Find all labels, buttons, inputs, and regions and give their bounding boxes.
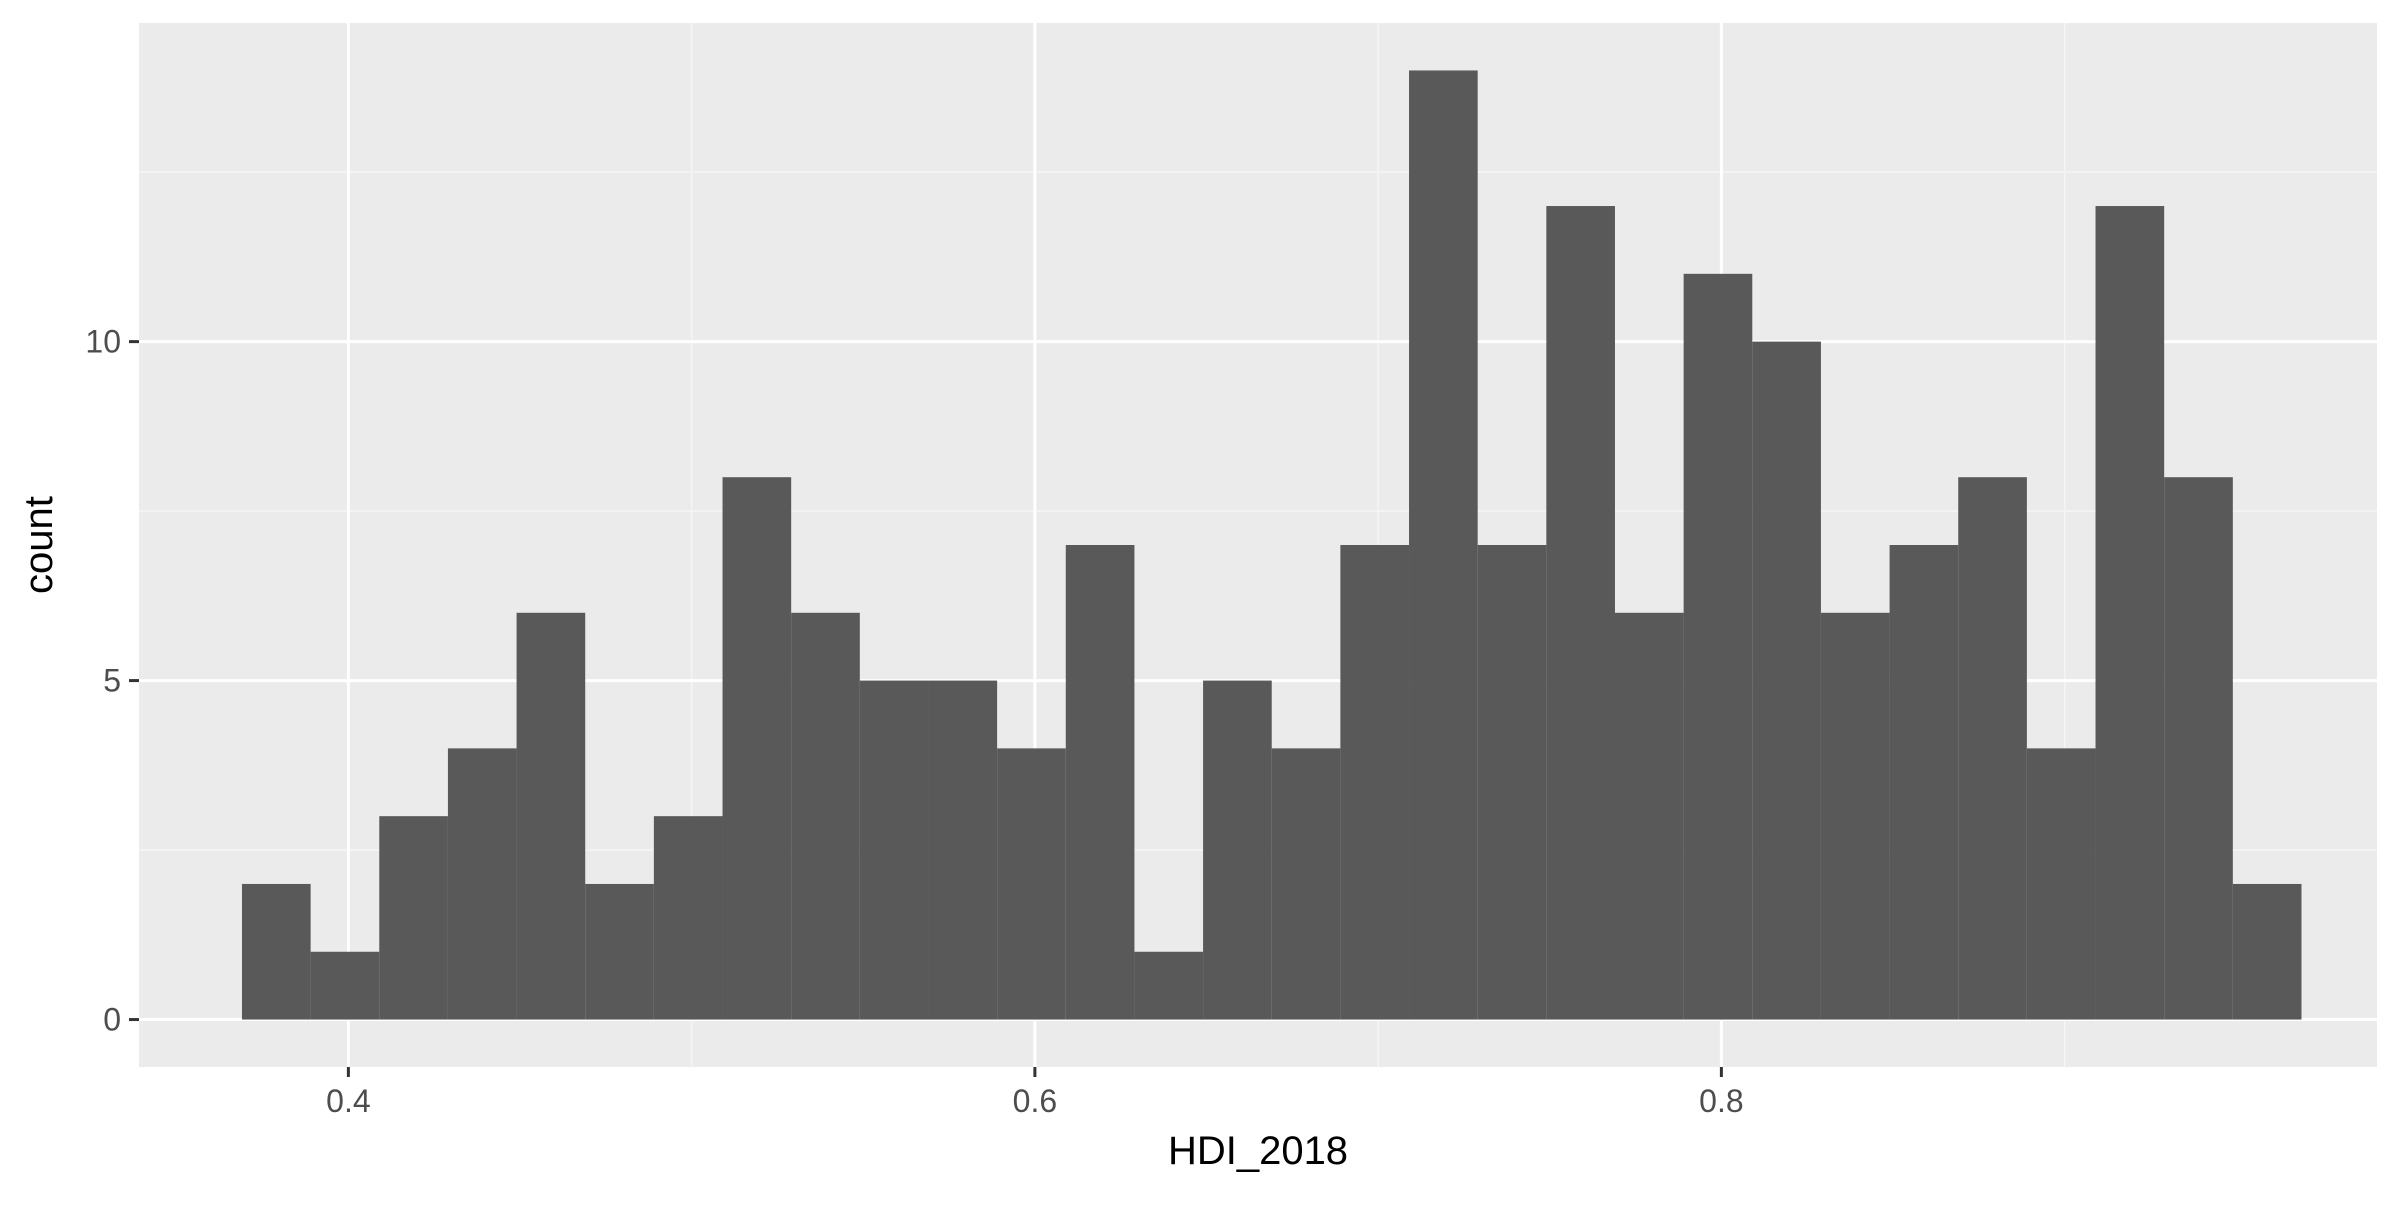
- histogram-bar: [1203, 680, 1272, 1020]
- x-tick-label: 0.8: [1699, 1083, 1743, 1119]
- y-axis-title: count: [17, 496, 61, 594]
- histogram-bar: [1683, 273, 1753, 1020]
- histogram-bar: [447, 748, 517, 1020]
- histogram-bar: [1889, 545, 1959, 1020]
- histogram-bar: [2026, 748, 2096, 1020]
- histogram-bar: [722, 477, 792, 1020]
- histogram-bar: [2232, 883, 2302, 1020]
- histogram-bar: [1409, 70, 1478, 1020]
- histogram-bar: [1820, 612, 1890, 1020]
- y-tick-label: 0: [103, 1002, 121, 1038]
- histogram-bar: [859, 680, 929, 1020]
- histogram-bar: [1340, 545, 1410, 1020]
- histogram-bar: [379, 816, 448, 1020]
- histogram-bar: [1065, 545, 1135, 1020]
- y-tick-label: 10: [85, 324, 121, 360]
- histogram-bar: [2095, 206, 2165, 1020]
- histogram-bars: [241, 70, 2302, 1020]
- histogram-bar: [1546, 206, 1615, 1020]
- histogram-bar: [516, 612, 586, 1020]
- histogram-bar: [241, 883, 311, 1020]
- histogram-bar: [1271, 748, 1341, 1020]
- x-tick-label: 0.6: [1013, 1083, 1057, 1119]
- x-axis: 0.4 0.6 0.8: [326, 1067, 1744, 1119]
- histogram-bar: [1477, 545, 1547, 1020]
- y-axis: 0 5 10: [85, 324, 139, 1038]
- histogram-bar: [310, 951, 380, 1020]
- histogram-bar: [791, 612, 860, 1020]
- histogram-bar: [997, 748, 1066, 1020]
- histogram-bar: [653, 816, 723, 1020]
- histogram-bar: [1752, 341, 1821, 1020]
- histogram-bar: [585, 883, 654, 1020]
- histogram-bar: [1134, 951, 1204, 1020]
- y-tick-label: 5: [103, 663, 121, 699]
- histogram-bar: [928, 680, 998, 1020]
- x-axis-title: HDI_2018: [1168, 1129, 1348, 1173]
- histogram-bar: [1614, 612, 1684, 1020]
- histogram-bar: [1958, 477, 2027, 1020]
- x-tick-label: 0.4: [326, 1083, 370, 1119]
- histogram-bar: [2164, 477, 2233, 1020]
